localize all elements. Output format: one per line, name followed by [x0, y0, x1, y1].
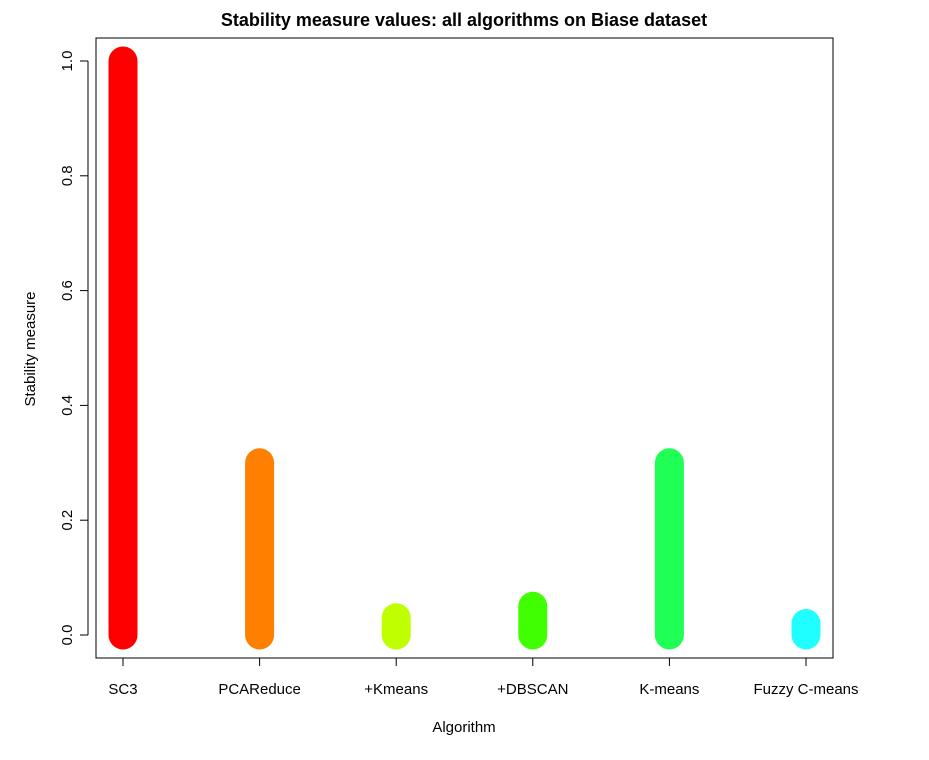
y-axis: 0.0 0.2 0.4 0.6 0.8 1.0 — [59, 51, 89, 646]
x-axis-label: Algorithm — [432, 719, 495, 736]
x-tick-label: +DBSCAN — [497, 681, 568, 698]
y-axis-label: Stability measure — [22, 291, 39, 406]
chart-title: Stability measure values: all algorithms… — [221, 10, 707, 30]
bars-group — [108, 46, 821, 650]
y-tick-label: 0.6 — [59, 280, 76, 301]
x-tick-label: +Kmeans — [364, 681, 428, 698]
x-tick-label: PCAReduce — [218, 681, 301, 698]
y-tick-label: 1.0 — [59, 51, 76, 72]
x-tick-label: Fuzzy C-means — [753, 681, 858, 698]
plot-frame — [95, 37, 834, 659]
y-tick-label: 0.8 — [59, 165, 76, 186]
y-tick-label: 0.2 — [59, 510, 76, 531]
y-tick-label: 0.4 — [59, 395, 76, 416]
y-tick-label: 0.0 — [59, 625, 76, 646]
x-axis: SC3 PCAReduce +Kmeans +DBSCAN K-means Fuzzy C… — [108, 657, 859, 698]
x-tick-label: SC3 — [108, 681, 137, 698]
x-tick-label: K-means — [639, 681, 699, 698]
